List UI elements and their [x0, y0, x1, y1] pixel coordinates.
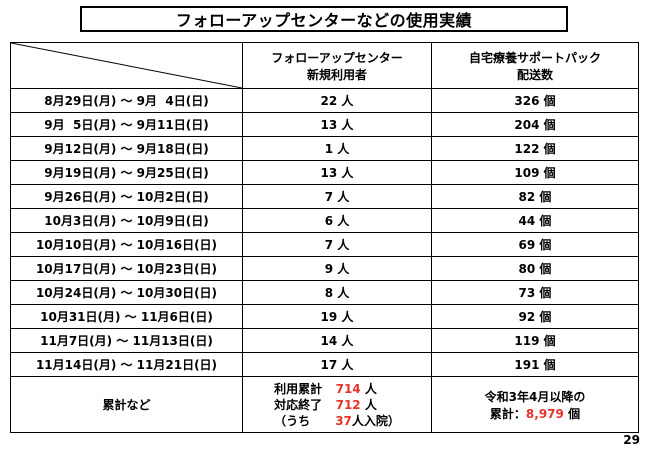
- packs-delivered-cell: 191 個: [431, 352, 639, 377]
- packs-delivered-cell: 80 個: [431, 256, 639, 281]
- totals-packs-cell: 令和3年4月以降の 累計：8,979 個: [431, 376, 639, 433]
- cumulative-value: 714: [335, 381, 361, 396]
- table-row: 10月3日(月) ～ 10月9日(日) 6 人 44 個: [10, 208, 639, 233]
- table-row: 9月26日(月) ～ 10月2日(日) 7 人 82 個: [10, 184, 639, 209]
- table-row: 9月19日(月) ～ 9月25日(日) 13 人 109 個: [10, 160, 639, 185]
- cumulative-line: 利用累計 714 人: [274, 381, 400, 397]
- ended-unit: 人: [364, 397, 377, 412]
- new-users-cell: 13 人: [242, 160, 432, 185]
- packs-total-value: 8,979: [525, 406, 564, 421]
- hosp-value: 37: [335, 413, 352, 428]
- header-col2-line1: フォローアップセンター: [271, 50, 403, 65]
- packs-delivered-cell: 82 個: [431, 184, 639, 209]
- period-cell: 9月26日(月) ～ 10月2日(日): [10, 184, 243, 209]
- period-cell: 11月7日(月) ～ 11月13日(日): [10, 328, 243, 353]
- header-col3-line2: 配送数: [516, 67, 553, 82]
- packs-delivered-cell: 122 個: [431, 136, 639, 161]
- period-cell: 10月3日(月) ～ 10月9日(日): [10, 208, 243, 233]
- ended-value: 712: [335, 397, 361, 412]
- header-col2-line2: 新規利用者: [306, 67, 367, 82]
- cumulative-label: 利用累計: [274, 381, 323, 396]
- period-cell: 8月29日(月) ～ 9月 4日(日): [10, 88, 243, 113]
- new-users-cell: 17 人: [242, 352, 432, 377]
- table-row: 10月31日(月) ～ 11月6日(日) 19 人 92 個: [10, 304, 639, 329]
- period-cell: 10月10日(月) ～ 10月16日(日): [10, 232, 243, 257]
- new-users-cell: 19 人: [242, 304, 432, 329]
- new-users-cell: 8 人: [242, 280, 432, 305]
- table-row: 11月7日(月) ～ 11月13日(日) 14 人 119 個: [10, 328, 639, 353]
- period-cell: 10月31日(月) ～ 11月6日(日): [10, 304, 243, 329]
- packs-unit: 個: [568, 406, 581, 421]
- totals-row: 累計など 利用累計 714 人対応終了 712 人（うち 37人入院） 令和3年4月…: [10, 376, 639, 433]
- packs-delivered-cell: 204 個: [431, 112, 639, 137]
- table-row: 9月12日(月) ～ 9月18日(日) 1 人 122 個: [10, 136, 639, 161]
- corner-cell: [10, 42, 243, 89]
- period-cell: 10月24日(月) ～ 10月30日(日): [10, 280, 243, 305]
- new-users-cell: 6 人: [242, 208, 432, 233]
- period-cell: 9月 5日(月) ～ 9月11日(日): [10, 112, 243, 137]
- new-users-cell: 7 人: [242, 232, 432, 257]
- period-cell: 9月12日(月) ～ 9月18日(日): [10, 136, 243, 161]
- ended-line: 対応終了 712 人: [274, 397, 400, 413]
- hosp-prefix: （うち: [274, 413, 311, 428]
- usage-table: フォローアップセンター 新規利用者 自宅療養サポートパック 配送数 8月29日(…: [10, 42, 639, 433]
- header-followup-users: フォローアップセンター 新規利用者: [242, 42, 432, 89]
- table-row: 9月 5日(月) ～ 9月11日(日) 13 人 204 個: [10, 112, 639, 137]
- table-row: 10月24日(月) ～ 10月30日(日) 8 人 73 個: [10, 280, 639, 305]
- packs-delivered-cell: 326 個: [431, 88, 639, 113]
- packs-total-line1: 令和3年4月以降の: [484, 389, 586, 404]
- packs-delivered-cell: 69 個: [431, 232, 639, 257]
- table-header-row: フォローアップセンター 新規利用者 自宅療養サポートパック 配送数: [10, 42, 639, 89]
- packs-delivered-cell: 73 個: [431, 280, 639, 305]
- page-number: 29: [623, 433, 640, 447]
- totals-users-cell: 利用累計 714 人対応終了 712 人（うち 37人入院）: [242, 376, 432, 433]
- table-row: 10月17日(月) ～ 10月23日(日) 9 人 80 個: [10, 256, 639, 281]
- packs-delivered-cell: 44 個: [431, 208, 639, 233]
- packs-delivered-cell: 119 個: [431, 328, 639, 353]
- table-row: 8月29日(月) ～ 9月 4日(日) 22 人 326 個: [10, 88, 639, 113]
- new-users-cell: 7 人: [242, 184, 432, 209]
- cumulative-unit: 人: [364, 381, 377, 396]
- totals-label: 累計など: [10, 376, 243, 433]
- new-users-cell: 1 人: [242, 136, 432, 161]
- diagonal-line: [11, 43, 242, 88]
- hosp-suffix: 人入院）: [351, 413, 400, 428]
- period-cell: 10月17日(月) ～ 10月23日(日): [10, 256, 243, 281]
- period-cell: 11月14日(月) ～ 11月21日(日): [10, 352, 243, 377]
- packs-total-line2: 累計：8,979 個: [432, 405, 638, 422]
- new-users-cell: 9 人: [242, 256, 432, 281]
- page-title: フォローアップセンターなどの使用実績: [80, 6, 568, 32]
- new-users-cell: 14 人: [242, 328, 432, 353]
- hospitalized-line: （うち 37人入院）: [274, 413, 400, 429]
- packs-prefix: 累計：: [489, 406, 526, 421]
- header-col3-line1: 自宅療養サポートパック: [468, 50, 601, 65]
- packs-delivered-cell: 92 個: [431, 304, 639, 329]
- period-cell: 9月19日(月) ～ 9月25日(日): [10, 160, 243, 185]
- table-row: 11月14日(月) ～ 11月21日(日) 17 人 191 個: [10, 352, 639, 377]
- ended-label: 対応終了: [274, 397, 323, 412]
- new-users-cell: 22 人: [242, 88, 432, 113]
- table-row: 10月10日(月) ～ 10月16日(日) 7 人 69 個: [10, 232, 639, 257]
- new-users-cell: 13 人: [242, 112, 432, 137]
- packs-delivered-cell: 109 個: [431, 160, 639, 185]
- header-support-packs: 自宅療養サポートパック 配送数: [431, 42, 639, 89]
